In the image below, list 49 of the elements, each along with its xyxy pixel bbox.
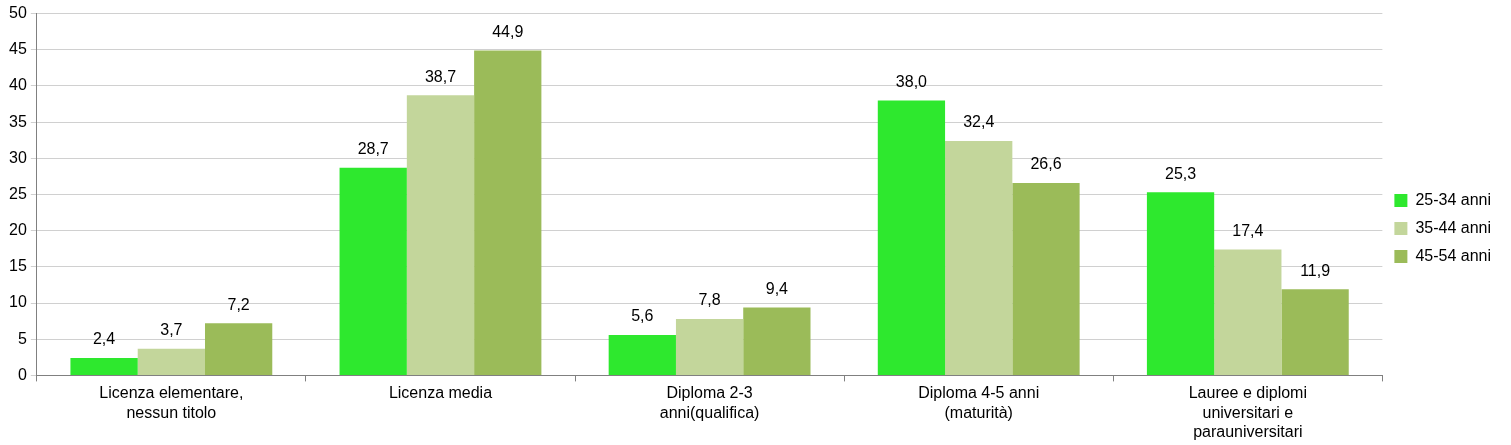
x-tick-label: Licenza elementare, nessun titolo [99,384,244,421]
y-tick-label: 45 [9,40,27,58]
data-label: 2,4 [92,330,116,348]
bar [1281,289,1349,375]
data-label: 11,9 [1300,261,1331,279]
data-label: 38,0 [895,72,928,90]
bar [945,140,1013,375]
bar [877,100,946,375]
bar [1146,192,1215,375]
legend-label: 35-44 anni [1415,218,1492,236]
bar [137,348,205,375]
y-tick-label: 5 [17,329,27,347]
x-tick-label: Lauree e diplomi universitari e parauniversitari [1188,384,1307,440]
data-label: 9,4 [765,279,789,297]
bar [1012,182,1080,375]
data-label: 25,3 [1164,164,1197,182]
bar [474,50,542,375]
bar [1214,249,1282,375]
y-tick-label: 0 [17,365,27,383]
y-tick-label: 10 [9,293,27,311]
bar [70,358,138,375]
data-label: 17,4 [1232,221,1264,239]
data-label: 32,4 [963,113,995,131]
bar [675,318,744,375]
data-label: 7,8 [698,291,721,309]
legend-label: 25-34 anni [1415,190,1492,208]
data-label: 5,6 [631,307,654,325]
data-label: 44,9 [492,22,524,40]
bar [608,334,676,375]
bar [406,95,475,375]
data-label: 7,2 [227,295,250,313]
x-tick-label: Diploma 2-3 anni(qualifica) [659,384,760,421]
y-tick-label: 20 [9,221,27,239]
y-tick-label: 25 [9,184,27,202]
bar [339,167,407,375]
bar [205,323,273,375]
data-label: 28,7 [357,140,389,158]
y-tick-label: 15 [9,257,27,275]
bar [743,307,811,375]
data-label: 38,7 [424,67,457,85]
y-tick-label: 50 [9,4,27,22]
x-tick-label: Licenza media [388,384,493,402]
y-tick-label: 40 [9,76,27,94]
legend-label: 45-54 anni [1415,246,1492,264]
y-tick-label: 30 [9,148,27,166]
data-label: 3,7 [160,321,183,339]
data-label: 26,6 [1030,155,1062,173]
y-tick-label: 35 [9,112,27,130]
x-tick-label: Diploma 4-5 anni (maturità) [918,384,1040,421]
